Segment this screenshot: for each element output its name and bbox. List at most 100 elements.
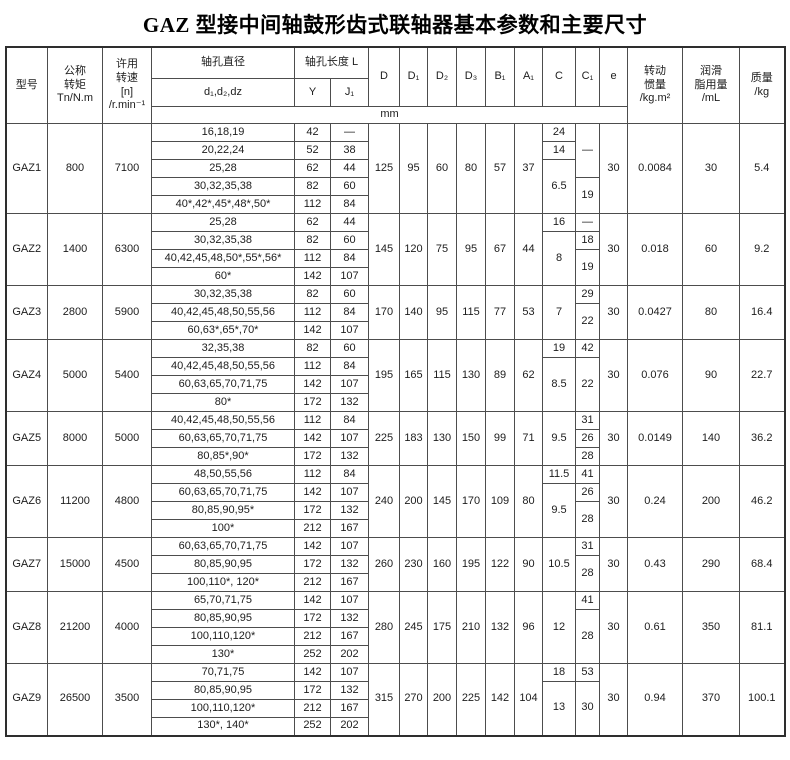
torque-cell: 1400 xyxy=(47,213,103,286)
length-y-cell: 62 xyxy=(294,213,331,232)
length-y-cell: 212 xyxy=(294,699,331,718)
length-j1-cell: 84 xyxy=(330,465,369,484)
length-y-cell: 82 xyxy=(294,339,331,358)
page-title: GAZ 型接中间轴鼓形齿式联轴器基本参数和主要尺寸 xyxy=(142,13,648,37)
dim-a1-cell: 62 xyxy=(514,339,543,412)
table-row: 80,85,90,95 172 132 28 xyxy=(6,555,785,592)
model-cell: GAZ9 xyxy=(5,663,48,736)
length-y-cell: 142 xyxy=(294,537,331,556)
dim-d2-cell: 60 xyxy=(427,123,457,214)
bore-diameters-cell: 60* xyxy=(151,267,295,286)
length-j1-cell: 84 xyxy=(330,303,369,322)
length-j1-cell: 132 xyxy=(330,447,369,466)
length-y-cell: 252 xyxy=(294,717,331,736)
dim-d2-cell: 130 xyxy=(427,411,457,466)
dim-c-cell: 14 xyxy=(542,141,576,160)
torque-cell: 2800 xyxy=(47,285,103,340)
speed-cell: 5000 xyxy=(102,411,152,466)
dim-d2-cell: 75 xyxy=(427,213,457,286)
length-j1-cell: 44 xyxy=(330,213,369,232)
header-dim-d2: D₂ xyxy=(427,46,457,107)
dim-c-cell: 9.5 xyxy=(542,411,576,466)
dim-d1-cell: 165 xyxy=(399,339,428,412)
header-dim-d3: D₃ xyxy=(456,46,486,107)
table-row: GAZ3 2800 5900 30,32,35,38 82 60 170 140 95 115 77… xyxy=(5,285,785,340)
grease-cell: 350 xyxy=(682,591,740,664)
grease-cell: 200 xyxy=(682,465,740,538)
inertia-cell: 0.94 xyxy=(627,663,683,736)
bore-diameters-cell: 60,63,65,70,71,75 xyxy=(151,429,295,448)
dim-c-cell: 8 xyxy=(542,231,576,286)
bore-diameters-cell: 70,71,75 xyxy=(151,663,295,682)
dim-e-cell: 30 xyxy=(599,591,628,664)
model-cell: GAZ6 xyxy=(5,465,48,538)
dim-b1-cell: 99 xyxy=(485,411,515,466)
dim-d2-cell: 145 xyxy=(427,465,457,538)
dim-c-cell: 16 xyxy=(542,213,576,232)
dim-d3-cell: 170 xyxy=(456,465,486,538)
dim-d-cell: 260 xyxy=(368,537,400,592)
length-j1-cell: 84 xyxy=(330,249,369,268)
length-j1-cell: 44 xyxy=(330,159,369,178)
bore-diameters-cell: 60,63,65,70,71,75 xyxy=(151,537,295,556)
grease-cell: 30 xyxy=(682,123,740,214)
length-j1-cell: 132 xyxy=(330,681,369,700)
dim-c-cell: 11.5 xyxy=(542,465,576,484)
dim-d2-cell: 175 xyxy=(427,591,457,664)
length-j1-cell: 84 xyxy=(330,195,369,214)
bore-diameters-cell: 32,35,38 xyxy=(151,339,295,358)
length-y-cell: 212 xyxy=(294,573,331,592)
speed-cell: 3500 xyxy=(102,663,152,736)
dim-c-cell: 8.5 xyxy=(542,357,576,412)
inertia-cell: 0.0427 xyxy=(627,285,683,340)
length-j1-cell: 107 xyxy=(330,375,369,394)
model-cell: GAZ1 xyxy=(5,123,48,214)
table-row: 100* 212 167 xyxy=(6,519,785,538)
dim-c1-cell: 28 xyxy=(575,609,600,664)
table-row: 130* 252 202 xyxy=(6,645,785,664)
length-y-cell: 142 xyxy=(294,375,331,394)
length-y-cell: 212 xyxy=(294,627,331,646)
length-y-cell: 82 xyxy=(294,177,331,196)
torque-cell: 800 xyxy=(47,123,103,214)
table-header: 型号 公称 转矩 Tn/N.m 许用 转速 [n] /r.min⁻¹ 轴孔直径 … xyxy=(5,46,785,124)
dim-c1-cell: 28 xyxy=(575,501,600,538)
length-y-cell: 112 xyxy=(294,357,331,376)
table-row: GAZ7 15000 4500 60,63,65,70,71,75 142 107 260 2… xyxy=(5,537,785,592)
model-cell: GAZ3 xyxy=(5,285,48,340)
length-j1-cell: 60 xyxy=(330,339,369,358)
length-y-cell: 142 xyxy=(294,321,331,340)
length-j1-cell: 167 xyxy=(330,699,369,718)
bore-diameters-cell: 80,85,90,95* xyxy=(151,501,295,520)
mass-cell: 22.7 xyxy=(739,339,785,412)
length-y-cell: 62 xyxy=(294,159,331,178)
dim-d3-cell: 80 xyxy=(456,123,486,214)
dim-c1-cell: 18 xyxy=(575,231,600,250)
dim-e-cell: 30 xyxy=(599,285,628,340)
length-j1-cell: 107 xyxy=(330,663,369,682)
table-row: 130*, 140* 252 202 xyxy=(6,717,785,736)
speed-cell: 5900 xyxy=(102,285,152,340)
inertia-cell: 0.0149 xyxy=(627,411,683,466)
dim-b1-cell: 77 xyxy=(485,285,515,340)
length-y-cell: 172 xyxy=(294,393,331,412)
bore-diameters-cell: 40,42,45,48,50,55,56 xyxy=(151,411,295,430)
dim-d3-cell: 195 xyxy=(456,537,486,592)
dim-d3-cell: 115 xyxy=(456,285,486,340)
mass-cell: 81.1 xyxy=(739,591,785,664)
length-y-cell: 82 xyxy=(294,285,331,304)
length-y-cell: 172 xyxy=(294,681,331,700)
dim-d-cell: 170 xyxy=(368,285,400,340)
header-dim-d1: D₁ xyxy=(399,46,428,107)
length-y-cell: 252 xyxy=(294,645,331,664)
header-length-j1: J₁ xyxy=(330,78,369,107)
dim-c1-cell: 26 xyxy=(575,429,600,448)
bore-diameters-cell: 30,32,35,38 xyxy=(151,285,295,304)
table-row: 60,63,65,70,71,75 142 107 26 xyxy=(6,429,785,448)
dim-a1-cell: 104 xyxy=(514,663,543,736)
dim-e-cell: 30 xyxy=(599,411,628,466)
dim-a1-cell: 53 xyxy=(514,285,543,340)
length-j1-cell: 84 xyxy=(330,411,369,430)
dim-c1-cell: 30 xyxy=(575,681,600,736)
header-bore-diameter-sub: d₁,d₂,dz xyxy=(151,78,295,107)
